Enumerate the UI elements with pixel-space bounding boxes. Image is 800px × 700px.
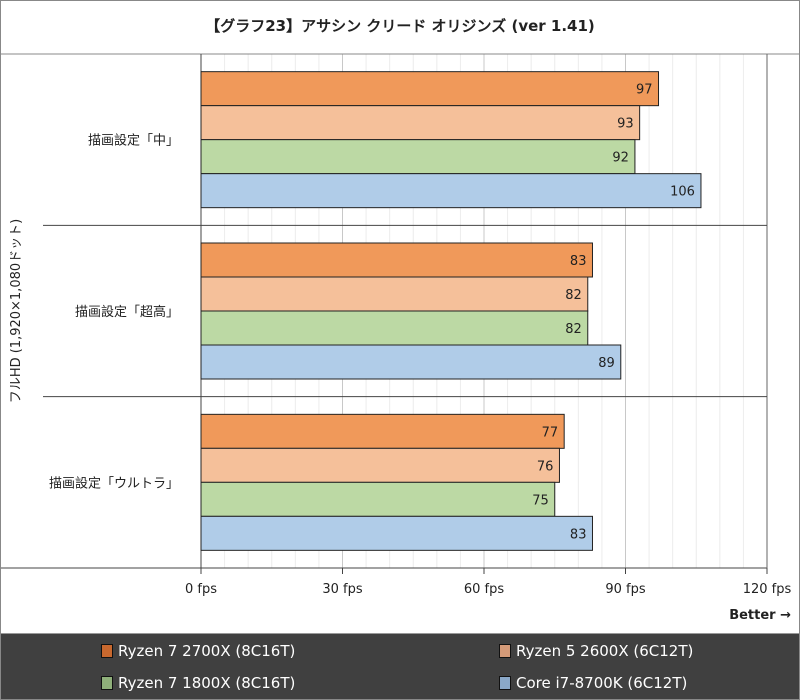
legend-swatch [499,644,511,658]
category-label: 描画設定「ウルトラ」 [49,475,179,491]
bar [200,139,636,175]
data-label: 83 [570,527,587,542]
x-tick-label: 0 fps [185,582,217,597]
better-annotation: Better → [729,608,791,623]
bar [200,515,593,551]
x-tick-label: 60 fps [464,582,505,597]
legend-item: Core i7-8700K (6C12T) [499,674,687,692]
bar [200,173,702,209]
x-tick-label: 120 fps [743,582,792,597]
legend-label: Ryzen 5 2600X (6C12T) [516,642,694,660]
legend-label: Core i7-8700K (6C12T) [516,674,688,692]
legend-item: Ryzen 5 2600X (6C12T) [499,642,693,660]
legend-swatch [499,676,511,690]
bar [200,413,565,449]
bar-chart: 0 fps 30 fps 60 fps 90 fps 120 fps Better → フル… [1,53,799,623]
legend-swatch [101,644,113,658]
category-label: 描画設定「中」 [88,133,179,149]
data-label: 97 [636,83,653,98]
bar [200,276,589,312]
bar [200,105,641,141]
data-label: 89 [598,356,615,371]
data-label: 83 [570,254,587,269]
bar [200,447,560,483]
data-label: 82 [565,288,582,303]
bar [200,242,593,278]
bar [200,310,589,346]
x-tick-label: 30 fps [322,582,363,597]
bar [200,71,660,107]
data-label: 75 [532,493,549,508]
data-label: 77 [542,425,559,440]
y-axis-label: フルHD (1,920×1,080ドット) [9,219,24,403]
chart-title: 【グラフ23】アサシン クリード オリジンズ (ver 1.41) [205,17,595,35]
legend-item: Ryzen 7 1800X (8C16T) [101,674,295,692]
data-label: 93 [617,117,634,132]
data-label: 92 [612,151,629,166]
bar [200,344,622,380]
data-label: 106 [670,185,695,200]
x-tick-label: 90 fps [605,582,646,597]
bar [200,481,556,517]
legend-swatch [101,676,113,690]
legend-item: Ryzen 7 2700X (8C16T) [101,642,295,660]
legend-label: Ryzen 7 2700X (8C16T) [118,642,296,660]
legend: Ryzen 7 2700X (8C16T) Ryzen 5 2600X (6C12… [1,633,799,699]
data-label: 76 [537,459,554,474]
category-label: 描画設定「超高」 [75,304,179,320]
data-label: 82 [565,322,582,337]
legend-label: Ryzen 7 1800X (8C16T) [118,674,296,692]
